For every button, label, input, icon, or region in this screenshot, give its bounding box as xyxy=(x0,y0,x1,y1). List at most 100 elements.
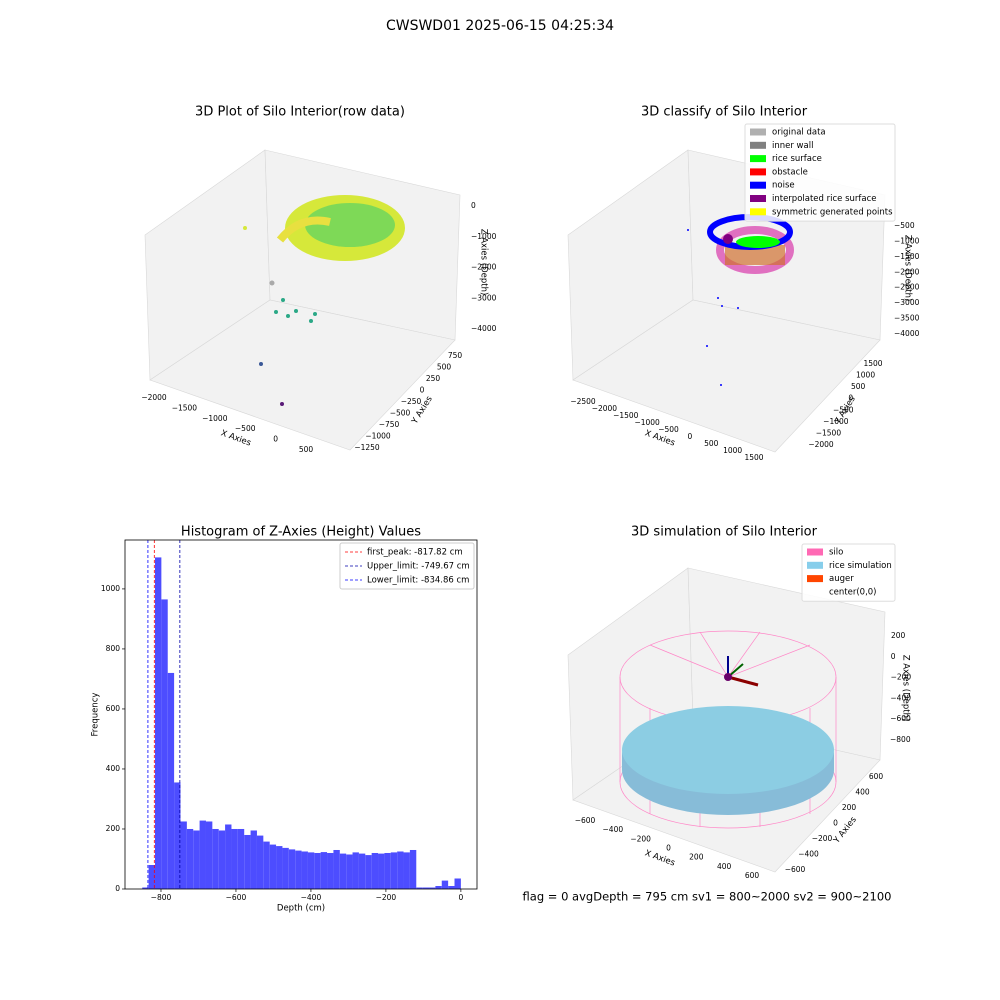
y-tick-label: 0 xyxy=(848,394,853,403)
x-tick-label: −1000 xyxy=(634,418,660,427)
y-tick-label: 750 xyxy=(448,351,463,360)
figure-title: CWSWD01 2025-06-15 04:25:34 xyxy=(386,18,614,34)
bar xyxy=(397,851,404,889)
y-tick-label: −1250 xyxy=(354,443,380,452)
y-tick-label: −400 xyxy=(798,850,819,859)
y-tick-label: 0 xyxy=(833,819,838,828)
bar xyxy=(288,849,296,889)
bar xyxy=(180,821,187,889)
z-axis-label: Z Axies (Depth) xyxy=(903,235,913,302)
bar xyxy=(378,853,385,889)
x-tick-label: −800 xyxy=(151,893,172,902)
bar xyxy=(186,828,194,889)
y-tick-label: 200 xyxy=(842,803,857,812)
y-tick-label: −750 xyxy=(379,420,400,429)
legend-label: silo xyxy=(829,548,843,558)
bar xyxy=(429,887,436,889)
bar xyxy=(314,852,321,889)
legend-label: center(0,0) xyxy=(829,587,877,597)
y-tick-label: −500 xyxy=(833,405,854,414)
bar xyxy=(327,852,334,889)
bar xyxy=(142,887,149,889)
z-tick-label: 200 xyxy=(891,631,906,640)
bar xyxy=(193,830,200,889)
x-tick-label: −600 xyxy=(226,893,247,902)
bar xyxy=(365,855,372,889)
bar xyxy=(454,878,461,889)
z-tick-label: −3000 xyxy=(894,298,920,307)
x-tick-label: 0 xyxy=(458,893,463,902)
y-tick-label: −1500 xyxy=(816,428,842,437)
z-tick-label: −2000 xyxy=(894,267,920,276)
bar xyxy=(384,852,391,889)
x-tick-label: 500 xyxy=(704,439,719,448)
z-tick-label: −1500 xyxy=(894,252,920,261)
x-axis-label: Depth (cm) xyxy=(277,904,325,914)
y-tick-label: 800 xyxy=(106,644,121,653)
bar xyxy=(307,852,315,889)
x-tick-label: −2000 xyxy=(141,393,167,402)
z-tick-label: −800 xyxy=(890,735,911,744)
z-tick-label: −4000 xyxy=(471,324,497,333)
legend-label: inner wall xyxy=(772,141,813,151)
y-tick-label: −600 xyxy=(785,865,806,874)
z-tick-label: −4000 xyxy=(894,329,920,338)
status-text: flag = 0 avgDepth = 795 cm sv1 = 800~200… xyxy=(523,890,892,904)
x-tick-label: −1000 xyxy=(202,414,228,423)
y-tick-label: 1000 xyxy=(101,584,120,593)
bar xyxy=(256,835,264,889)
bar xyxy=(282,847,289,889)
plot-title: 3D classify of Silo Interior xyxy=(641,105,808,120)
bar xyxy=(403,852,410,889)
y-tick-label: 250 xyxy=(426,374,441,383)
legend-swatch xyxy=(750,208,766,216)
legend-swatch xyxy=(750,141,766,149)
x-tick-label: −400 xyxy=(603,825,624,834)
x-tick-label: −2500 xyxy=(570,397,596,406)
bar xyxy=(237,828,245,889)
legend-swatch xyxy=(807,575,823,583)
legend-swatch xyxy=(750,128,766,136)
plot-title: Histogram of Z-Axies (Height) Values xyxy=(181,525,421,540)
x-tick-label: 200 xyxy=(689,853,704,862)
y-tick-label: 1000 xyxy=(856,371,875,380)
legend-swatch xyxy=(750,181,766,189)
bar xyxy=(435,885,442,889)
x-tick-label: 1500 xyxy=(744,453,763,462)
y-tick-label: 1500 xyxy=(863,359,882,368)
bar xyxy=(167,672,175,889)
legend-swatch xyxy=(750,155,766,163)
z-axis-label: Z Axies (Depth) xyxy=(901,655,911,722)
x-tick-label: −1500 xyxy=(172,403,198,412)
z-tick-label: −3000 xyxy=(471,293,497,302)
z-tick-label: −200 xyxy=(891,673,912,682)
x-tick-label: −1500 xyxy=(613,411,639,420)
y-tick-label: 500 xyxy=(851,382,866,391)
z-tick-label: 0 xyxy=(891,652,896,661)
x-tick-label: 0 xyxy=(273,435,278,444)
y-axis-label: Frequency xyxy=(91,693,101,737)
bar xyxy=(422,887,430,889)
z-tick-label: −500 xyxy=(894,221,915,230)
bar xyxy=(263,841,270,889)
legend-label: noise xyxy=(772,181,795,191)
bar xyxy=(212,828,219,889)
legend-label: rice surface xyxy=(772,154,822,164)
bar xyxy=(346,854,353,889)
legend-label: auger xyxy=(829,574,854,584)
y-tick-label: 500 xyxy=(437,363,452,372)
x-tick-label: 0 xyxy=(666,844,671,853)
plot-title: 3D Plot of Silo Interior(row data) xyxy=(195,105,405,120)
legend-label: Lower_limit: -834.86 cm xyxy=(367,576,469,586)
legend-box xyxy=(801,543,896,602)
bar xyxy=(352,852,359,889)
x-tick-label: −500 xyxy=(658,425,679,434)
bar xyxy=(390,852,398,889)
bar xyxy=(295,850,302,889)
legend-swatch xyxy=(807,548,823,556)
bar xyxy=(409,849,417,889)
bar xyxy=(441,880,449,889)
plot-title: 3D simulation of Silo Interior xyxy=(631,525,818,540)
bar xyxy=(231,828,238,889)
